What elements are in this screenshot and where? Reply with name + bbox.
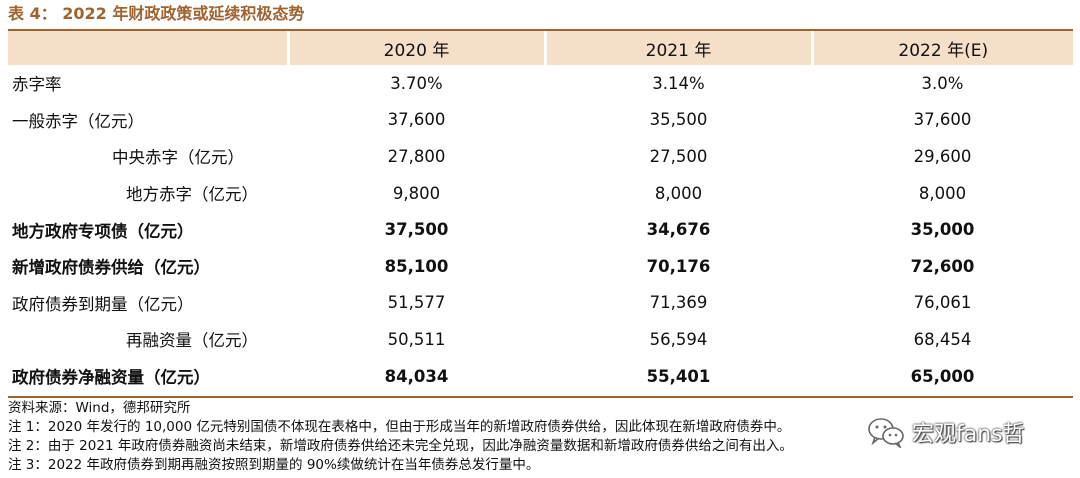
table-row: 再融资量（亿元） 50,511 56,594 68,454 [8, 321, 1073, 358]
row-label: 再融资量（亿元） [126, 331, 258, 351]
cell-2022e: 8,000 [918, 183, 967, 203]
row-label: 地方赤字（亿元） [126, 185, 258, 205]
cell-2022e: 35,000 [910, 220, 975, 240]
table-title: 表 4： 2022 年财政政策或延续积极态势 [8, 4, 305, 23]
cell-2020: 85,100 [384, 256, 449, 276]
row-label: 一般赤字（亿元） [12, 111, 144, 131]
cell-2020: 37,500 [384, 220, 449, 240]
cell-2021: 3.14% [652, 73, 705, 93]
header-2020: 2020 年 [286, 31, 545, 65]
cell-2021: 8,000 [654, 183, 703, 203]
cell-2020: 50,511 [387, 329, 446, 349]
cell-2022e: 65,000 [910, 366, 975, 386]
cell-2021: 27,500 [649, 146, 708, 166]
cell-2022e: 68,454 [913, 329, 972, 349]
cell-2020: 84,034 [384, 366, 449, 386]
header-2022e: 2022 年(E) [810, 31, 1073, 65]
cell-2021: 34,676 [646, 220, 711, 240]
table-row: 地方赤字（亿元） 9,800 8,000 8,000 [8, 175, 1073, 212]
row-label: 中央赤字（亿元） [112, 148, 244, 168]
cell-2020: 27,800 [387, 146, 446, 166]
footnote-3: 注 3：2022 年政府债券到期再融资按照到期量的 90%续做统计在当年债券总发… [8, 457, 540, 473]
cell-2021: 55,401 [646, 366, 711, 386]
header-row: 2020 年 2021 年 2022 年(E) [8, 31, 1073, 65]
header-2021: 2021 年 [543, 31, 812, 65]
table-row: 政府债券到期量（亿元） 51,577 71,369 76,061 [8, 285, 1073, 322]
cell-2021: 71,369 [649, 293, 708, 313]
row-label: 政府债券净融资量（亿元） [12, 368, 210, 388]
header-label-column [8, 31, 288, 65]
row-label: 地方政府专项债（亿元） [12, 221, 194, 241]
cell-2022e: 37,600 [913, 110, 972, 130]
cell-2022e: 3.0% [921, 73, 964, 93]
table-row: 中央赤字（亿元） 27,800 27,500 29,600 [8, 138, 1073, 175]
source-note: 资料来源：Wind，德邦研究所 [8, 400, 191, 416]
table-bottom-rule [8, 396, 1073, 398]
footnote-1: 注 1：2020 年发行的 10,000 亿元特别国债不体现在表格中，但由于形成… [8, 419, 791, 435]
cell-2020: 3.70% [390, 73, 443, 93]
table-row: 一般赤字（亿元） 37,600 35,500 37,600 [8, 102, 1073, 139]
row-label: 政府债券到期量（亿元） [12, 294, 194, 314]
wechat-icon [868, 418, 904, 448]
footnotes: 资料来源：Wind，德邦研究所 注 1：2020 年发行的 10,000 亿元特… [8, 399, 1073, 475]
table-row: 新增政府债券供给（亿元） 85,100 70,176 72,600 [8, 248, 1073, 285]
cell-2022e: 29,600 [913, 146, 972, 166]
cell-2022e: 72,600 [910, 256, 975, 276]
cell-2022e: 76,061 [913, 293, 972, 313]
fiscal-policy-table: 2020 年 2021 年 2022 年(E) 赤字率 3.70% 3.14% … [8, 31, 1073, 394]
table-row: 地方政府专项债（亿元） 37,500 34,676 35,000 [8, 211, 1073, 248]
watermark: 宏观fans哲 [866, 414, 1025, 450]
cell-2020: 9,800 [392, 183, 441, 203]
table-row: 赤字率 3.70% 3.14% 3.0% [8, 65, 1073, 102]
table-row: 政府债券净融资量（亿元） 84,034 55,401 65,000 [8, 358, 1073, 395]
cell-2021: 56,594 [649, 329, 708, 349]
cell-2021: 35,500 [649, 110, 708, 130]
cell-2021: 70,176 [646, 256, 711, 276]
row-label: 赤字率 [12, 75, 62, 95]
row-label: 新增政府债券供给（亿元） [12, 258, 210, 278]
watermark-text: 宏观fans哲 [912, 422, 1025, 447]
footnote-2: 注 2：由于 2021 年政府债券融资尚未结束，新增政府债券供给还未完全兑现，因… [8, 438, 793, 454]
cell-2020: 51,577 [387, 293, 446, 313]
title-rule [8, 29, 1073, 31]
cell-2020: 37,600 [387, 110, 446, 130]
